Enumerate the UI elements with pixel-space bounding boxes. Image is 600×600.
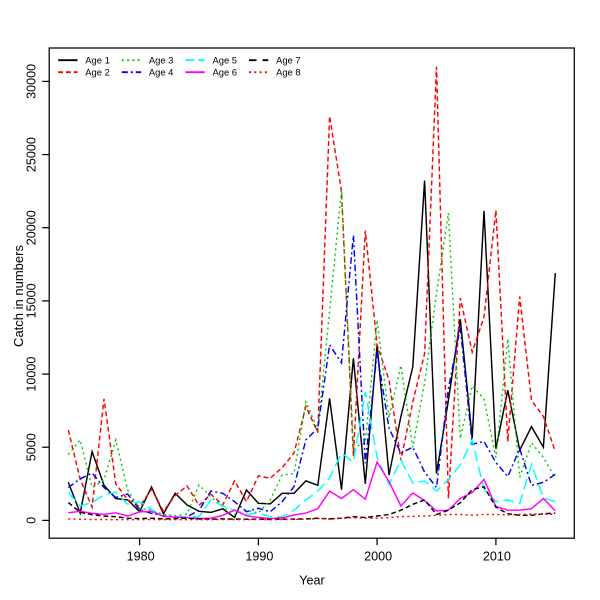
svg-text:2000: 2000 — [364, 550, 392, 564]
svg-text:30000: 30000 — [25, 64, 39, 99]
svg-text:15000: 15000 — [25, 283, 39, 318]
svg-text:0: 0 — [25, 517, 39, 524]
svg-text:Catch in numbers: Catch in numbers — [11, 245, 26, 347]
svg-text:Age 1: Age 1 — [85, 55, 110, 66]
svg-text:20000: 20000 — [25, 210, 39, 245]
svg-text:Age 5: Age 5 — [213, 55, 238, 66]
svg-text:2010: 2010 — [483, 550, 511, 564]
svg-text:Age 6: Age 6 — [213, 67, 238, 78]
svg-text:1980: 1980 — [127, 550, 155, 564]
svg-text:25000: 25000 — [25, 137, 39, 172]
svg-text:10000: 10000 — [25, 357, 39, 392]
svg-text:Year: Year — [299, 574, 324, 588]
svg-text:Age 8: Age 8 — [276, 67, 301, 78]
svg-text:Age 3: Age 3 — [149, 55, 174, 66]
svg-text:Age 4: Age 4 — [149, 67, 174, 78]
svg-text:Age 2: Age 2 — [85, 67, 110, 78]
svg-text:Age 7: Age 7 — [276, 55, 301, 66]
svg-text:5000: 5000 — [25, 433, 39, 461]
svg-text:1990: 1990 — [245, 550, 273, 564]
